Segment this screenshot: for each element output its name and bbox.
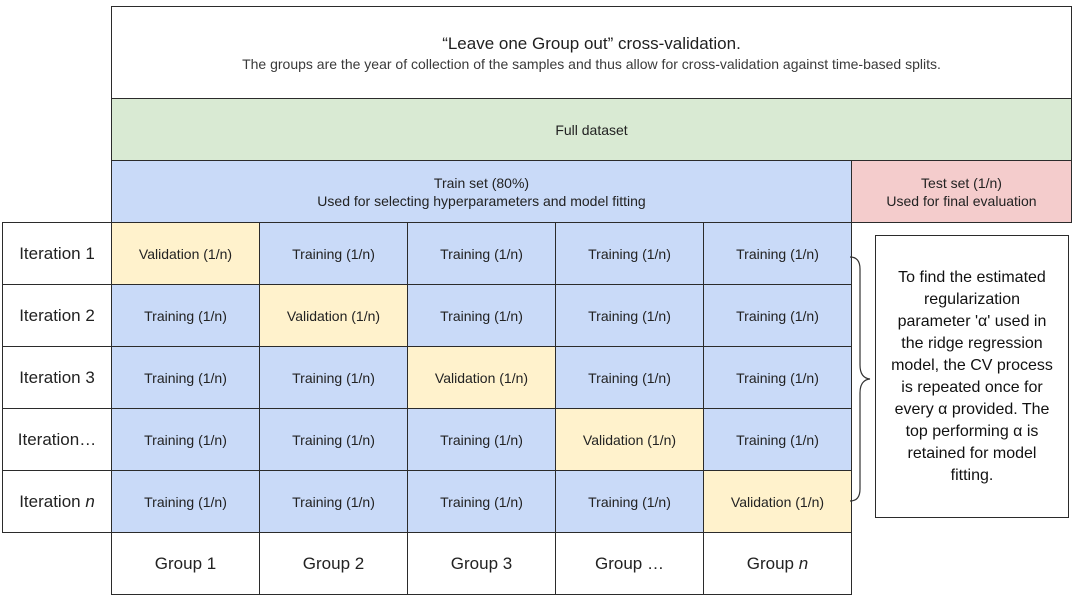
fold-cell-label: Training (1/n): [588, 307, 671, 324]
validation-fold-cell: Validation (1/n): [555, 408, 704, 471]
training-fold-cell: Training (1/n): [111, 284, 260, 347]
training-fold-cell: Training (1/n): [555, 346, 704, 409]
alpha-selection-note-text: To find the estimated regularization par…: [891, 268, 1053, 484]
fold-cell-label: Validation (1/n): [434, 369, 529, 386]
full-dataset-box: Full dataset: [111, 98, 1072, 161]
test-set-title: Test set (1/n): [921, 174, 1002, 191]
fold-cell-label: Training (1/n): [736, 245, 819, 262]
fold-cell-label: Validation (1/n): [286, 307, 381, 324]
iteration-label-text: Iteration: [19, 491, 86, 511]
fold-cell-label: Training (1/n): [144, 369, 227, 386]
fold-cell-label: Validation (1/n): [582, 431, 677, 448]
fold-cell-label: Training (1/n): [292, 369, 375, 386]
diagram-subtitle: The groups are the year of collection of…: [242, 55, 941, 72]
group-column-label-4: Group …: [555, 532, 704, 595]
fold-cell-label: Training (1/n): [588, 245, 671, 262]
group-column-label-5: Group n: [703, 532, 852, 595]
iteration-label-text: Iteration 3: [19, 367, 95, 387]
fold-cell-label: Training (1/n): [144, 431, 227, 448]
training-fold-cell: Training (1/n): [259, 470, 408, 533]
group-label-text: Group …: [595, 553, 664, 573]
train-set-box: Train set (80%) Used for selecting hyper…: [111, 160, 852, 223]
train-set-title: Train set (80%): [433, 174, 530, 191]
training-fold-cell: Training (1/n): [555, 222, 704, 285]
fold-cell-label: Training (1/n): [144, 493, 227, 510]
fold-cell-label: Training (1/n): [736, 369, 819, 386]
validation-fold-cell: Validation (1/n): [407, 346, 556, 409]
group-label-italic: n: [798, 553, 809, 573]
fold-cell-label: Training (1/n): [588, 369, 671, 386]
group-column-label-2: Group 2: [259, 532, 408, 595]
fold-cell-label: Training (1/n): [736, 307, 819, 324]
training-fold-cell: Training (1/n): [111, 408, 260, 471]
training-fold-cell: Training (1/n): [407, 470, 556, 533]
training-fold-cell: Training (1/n): [703, 408, 852, 471]
fold-cell-label: Training (1/n): [440, 431, 523, 448]
iteration-label-5: Iteration n: [2, 470, 112, 533]
iteration-label-text: Iteration 2: [19, 305, 95, 325]
iteration-label-italic: n: [85, 491, 95, 511]
test-set-description: Used for final evaluation: [886, 192, 1037, 209]
validation-fold-cell: Validation (1/n): [703, 470, 852, 533]
group-column-label-1: Group 1: [111, 532, 260, 595]
training-fold-cell: Training (1/n): [407, 408, 556, 471]
validation-fold-cell: Validation (1/n): [259, 284, 408, 347]
iteration-label-4: Iteration…: [2, 408, 112, 471]
group-label-text: Group 3: [450, 553, 513, 573]
iteration-label-2: Iteration 2: [2, 284, 112, 347]
training-fold-cell: Training (1/n): [259, 222, 408, 285]
training-fold-cell: Training (1/n): [111, 346, 260, 409]
fold-cell-label: Training (1/n): [736, 431, 819, 448]
group-label-text: Group: [746, 553, 799, 573]
full-dataset-label: Full dataset: [555, 121, 628, 138]
iteration-label-3: Iteration 3: [2, 346, 112, 409]
fold-cell-label: Training (1/n): [440, 245, 523, 262]
group-label-text: Group 1: [154, 553, 217, 573]
test-set-box: Test set (1/n) Used for final evaluation: [851, 160, 1072, 223]
training-fold-cell: Training (1/n): [407, 284, 556, 347]
iteration-label-text: Iteration 1: [19, 243, 95, 263]
training-fold-cell: Training (1/n): [555, 470, 704, 533]
group-label-text: Group 2: [302, 553, 365, 573]
training-fold-cell: Training (1/n): [407, 222, 556, 285]
iteration-label-text: Iteration…: [17, 429, 97, 449]
fold-cell-label: Training (1/n): [292, 431, 375, 448]
alpha-selection-note: To find the estimated regularization par…: [875, 235, 1069, 518]
fold-cell-label: Training (1/n): [292, 493, 375, 510]
fold-cell-label: Training (1/n): [292, 245, 375, 262]
training-fold-cell: Training (1/n): [703, 222, 852, 285]
training-fold-cell: Training (1/n): [111, 470, 260, 533]
fold-cell-label: Training (1/n): [144, 307, 227, 324]
training-fold-cell: Training (1/n): [259, 346, 408, 409]
diagram-title-box: “Leave one Group out” cross-validation. …: [111, 6, 1072, 99]
fold-cell-label: Training (1/n): [440, 493, 523, 510]
diagram-title: “Leave one Group out” cross-validation.: [442, 33, 741, 53]
group-column-label-3: Group 3: [407, 532, 556, 595]
training-fold-cell: Training (1/n): [555, 284, 704, 347]
training-fold-cell: Training (1/n): [259, 408, 408, 471]
fold-cell-label: Validation (1/n): [138, 245, 233, 262]
training-fold-cell: Training (1/n): [703, 284, 852, 347]
curly-brace-icon: [849, 256, 871, 502]
training-fold-cell: Training (1/n): [703, 346, 852, 409]
validation-fold-cell: Validation (1/n): [111, 222, 260, 285]
train-set-description: Used for selecting hyperparameters and m…: [317, 192, 646, 209]
fold-cell-label: Training (1/n): [588, 493, 671, 510]
fold-cell-label: Training (1/n): [440, 307, 523, 324]
fold-cell-label: Validation (1/n): [730, 493, 825, 510]
iteration-label-1: Iteration 1: [2, 222, 112, 285]
